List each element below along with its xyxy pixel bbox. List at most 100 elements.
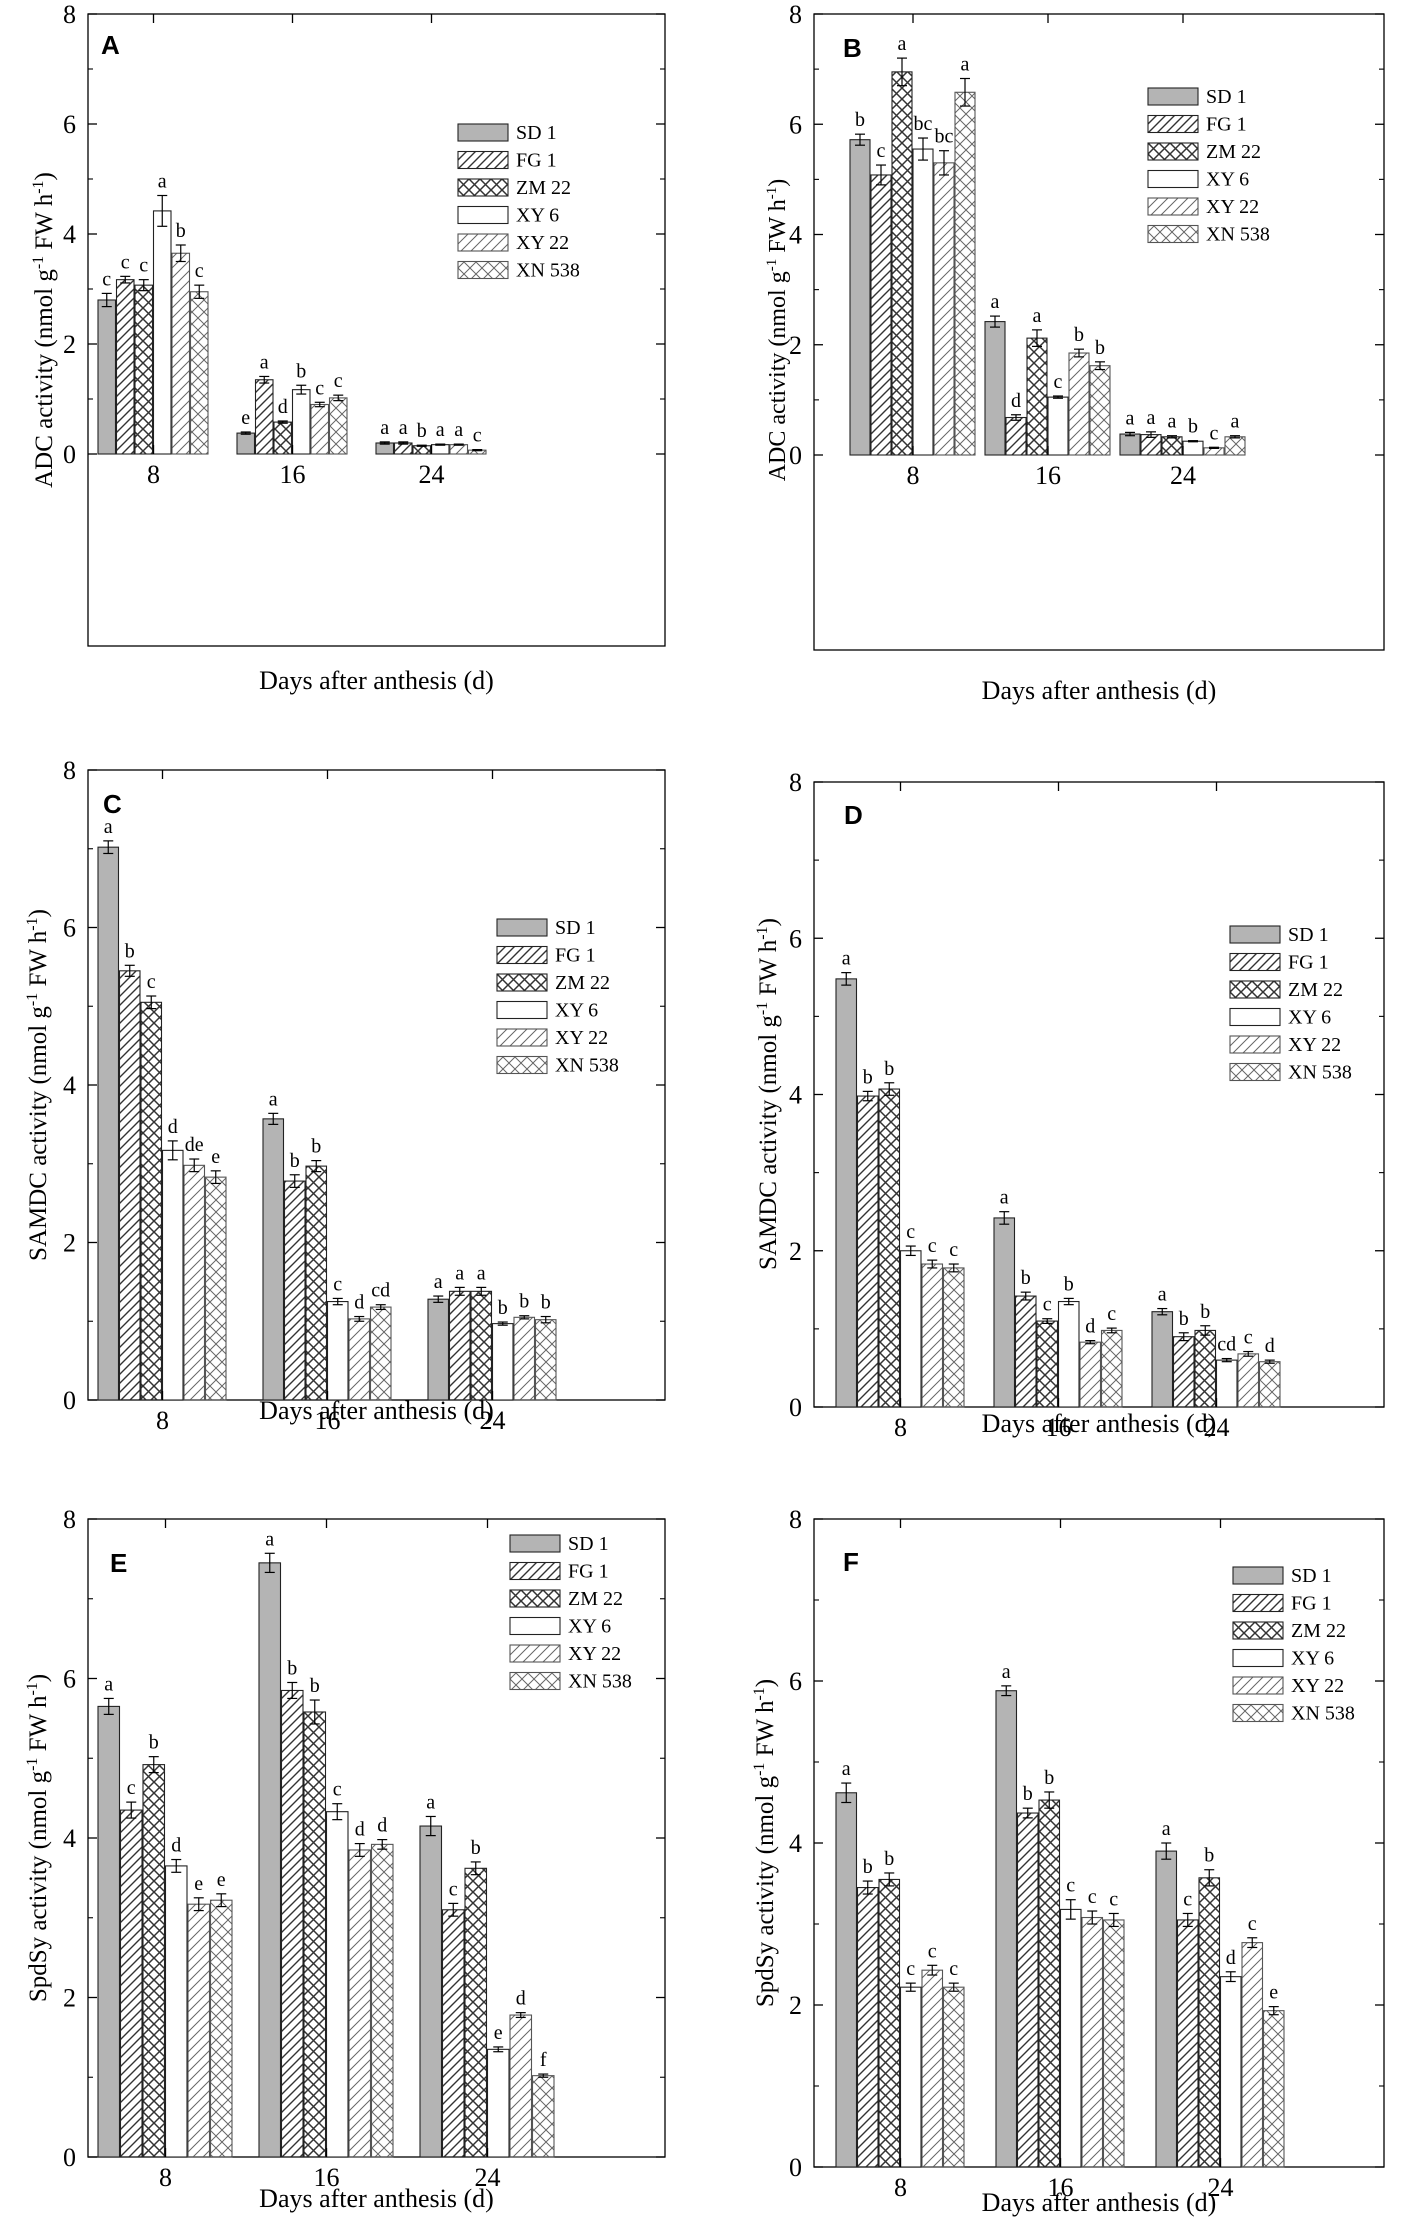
bar-xy-6-day-24 — [1215, 1359, 1238, 1408]
significance-label-fg-1-day-16: b — [287, 1657, 297, 1679]
x-tick-label: 16 — [1035, 461, 1061, 490]
significance-label-sd-1-day-8: a — [842, 948, 851, 970]
legend-label-sd-1: SD 1 — [555, 917, 596, 939]
bar-sd-1-day-24 — [1151, 1311, 1174, 1408]
significance-label-sd-1-day-24: a — [434, 1271, 443, 1293]
legend-swatch-xy-22 — [1147, 197, 1199, 216]
bar-zm-22-day-16 — [303, 1711, 327, 2158]
bar-zm-22-day-24 — [1161, 436, 1183, 456]
panel-d-y-axis-title: SAMDC activity (nmol g-1 FW h-1) — [754, 918, 782, 1270]
legend-label-fg-1: FG 1 — [555, 945, 596, 967]
significance-label-xy-22-day-16: c — [1088, 1886, 1097, 1908]
bar-fg-1-day-24 — [448, 1290, 471, 1401]
legend-swatch-xy-6 — [1147, 169, 1199, 189]
y-tick-label: 2 — [789, 331, 802, 360]
bar-sd-1-day-16 — [236, 432, 256, 455]
significance-label-fg-1-day-24: a — [399, 417, 408, 439]
bar-xy-22-day-24 — [449, 444, 469, 455]
bar-xy-6-day-16 — [291, 389, 311, 455]
legend-label-zm-22: ZM 22 — [1288, 979, 1343, 1001]
y-tick-label: 4 — [63, 220, 76, 249]
significance-label-xy-6-day-8: bc — [914, 113, 933, 135]
x-tick-label: 8 — [894, 2173, 907, 2202]
bar-fg-1-day-16 — [254, 379, 274, 455]
bar-xy-22-day-8 — [921, 1969, 944, 2168]
bar-xn-538-day-8 — [942, 1986, 965, 2168]
bar-xy-6-day-8 — [152, 210, 172, 455]
bar-sd-1-day-8 — [849, 139, 871, 456]
y-tick-label: 4 — [63, 1071, 76, 1100]
significance-label-xn-538-day-24: c — [473, 425, 482, 447]
bar-fg-1-day-16 — [280, 1689, 304, 2158]
bar-xy-6-day-8 — [912, 148, 934, 456]
x-tick-label: 24 — [1170, 461, 1196, 490]
significance-label-xy-6-day-16: b — [1064, 1273, 1074, 1295]
legend-label-zm-22: ZM 22 — [1206, 141, 1261, 163]
bar-xy-22-day-24 — [1241, 1942, 1264, 2168]
significance-label-zm-22-day-24: b — [417, 420, 427, 442]
panel-c-x-axis: 8 16 24 — [156, 770, 506, 1435]
legend-swatch-zm-22 — [1229, 980, 1281, 999]
legend-swatch-xn-538 — [457, 260, 509, 280]
bar-xy-6-day-24 — [486, 2048, 510, 2158]
significance-label-xn-538-day-8: a — [961, 53, 970, 75]
panel-f-legend: SD 1 FG 1 ZM 22 XY 6 XY 22 XN 538 — [1232, 1565, 1355, 1725]
legend-label-fg-1: FG 1 — [1206, 114, 1247, 136]
legend-swatch-sd-1 — [457, 123, 509, 142]
legend-swatch-fg-1 — [496, 945, 548, 965]
significance-label-xy-6-day-16: c — [333, 1779, 342, 1801]
legend-swatch-fg-1 — [1147, 114, 1199, 134]
bar-fg-1-day-16 — [1014, 1295, 1037, 1408]
significance-label-xy-22-day-16: d — [355, 1819, 365, 1841]
significance-label-fg-1-day-24: a — [455, 1262, 464, 1284]
significance-label-fg-1-day-8: c — [121, 251, 130, 273]
panel-c-legend: SD 1 FG 1 ZM 22 XY 6 XY 22 XN 538 — [496, 917, 619, 1077]
significance-label-xn-538-day-24: b — [541, 1292, 551, 1314]
y-tick-label: 2 — [63, 330, 76, 359]
significance-label-zm-22-day-8: a — [898, 33, 907, 55]
significance-label-fg-1-day-16: b — [1021, 1267, 1031, 1289]
y-tick-label: 4 — [789, 1829, 802, 1858]
legend-swatch-xy-6 — [496, 1000, 548, 1020]
legend-swatch-xn-538 — [496, 1055, 548, 1075]
legend-label-zm-22: ZM 22 — [555, 972, 610, 994]
bar-fg-1-day-8 — [856, 1095, 879, 1408]
significance-label-fg-1-day-24: c — [449, 1878, 458, 1900]
legend-swatch-zm-22 — [1147, 142, 1199, 161]
y-tick-label: 0 — [63, 2143, 76, 2172]
significance-label-sd-1-day-16: a — [265, 1528, 274, 1550]
bar-zm-22-day-16 — [273, 421, 293, 455]
panel-d-letter: D — [844, 800, 863, 830]
y-tick-label: 8 — [789, 1505, 802, 1534]
legend-swatch-xy-22 — [1229, 1035, 1281, 1054]
x-tick-label: 24 — [419, 460, 445, 489]
legend-label-zm-22: ZM 22 — [516, 177, 571, 199]
legend-swatch-xy-22 — [496, 1028, 548, 1047]
y-tick-label: 6 — [63, 110, 76, 139]
y-tick-label: 2 — [789, 1237, 802, 1266]
significance-label-xy-22-day-16: c — [315, 377, 324, 399]
bar-xn-538-day-8 — [942, 1267, 965, 1408]
significance-label-zm-22-day-24: a — [1168, 411, 1177, 433]
panel-a-plot-area — [87, 13, 666, 647]
legend-label-xy-22: XY 22 — [555, 1027, 608, 1049]
panel-e-letter: E — [110, 1548, 127, 1578]
significance-label-sd-1-day-8: a — [104, 1673, 113, 1695]
significance-label-sd-1-day-24: a — [380, 417, 389, 439]
legend-swatch-fg-1 — [457, 150, 509, 170]
significance-label-xn-538-day-24: f — [540, 2049, 547, 2071]
bar-xn-538-day-8 — [954, 91, 976, 456]
legend-label-zm-22: ZM 22 — [568, 1588, 623, 1610]
bar-xn-538-day-16 — [328, 397, 348, 455]
bar-xy-22-day-16 — [1081, 1916, 1104, 2168]
significance-label-sd-1-day-16: a — [1002, 1661, 1011, 1683]
bar-xy-6-day-16 — [326, 1301, 349, 1401]
significance-label-zm-22-day-16: b — [311, 1136, 321, 1158]
panel-c-y-axis-title: SAMDC activity (nmol g-1 FW h-1) — [24, 909, 52, 1261]
bar-zm-22-day-24 — [464, 1867, 488, 2158]
legend-swatch-xy-6 — [457, 205, 509, 225]
bar-sd-1-day-16 — [262, 1118, 285, 1401]
